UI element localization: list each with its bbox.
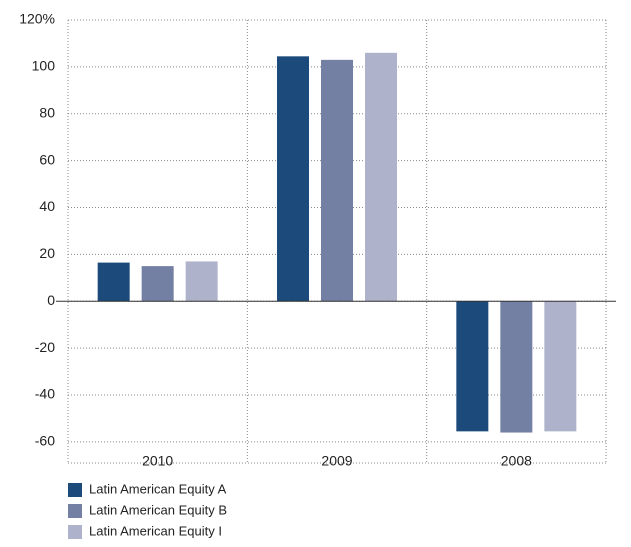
- bar: [97, 262, 130, 302]
- legend: Latin American Equity A Latin American Eq…: [68, 481, 227, 539]
- bar: [456, 301, 489, 432]
- legend-swatch: [68, 504, 82, 518]
- legend-swatch: [68, 525, 82, 539]
- bar: [365, 52, 397, 302]
- y-tick-label: 40: [39, 198, 55, 214]
- y-tick-label: -40: [35, 386, 55, 402]
- bar: [544, 301, 577, 432]
- legend-swatch: [68, 483, 82, 497]
- y-tick-label: 0: [47, 292, 55, 308]
- y-tick-label: 20: [39, 245, 55, 261]
- y-tick-label: -60: [35, 433, 55, 449]
- x-tick-label: 2008: [501, 453, 532, 469]
- bar: [500, 301, 533, 433]
- y-tick-label: 100: [32, 58, 56, 74]
- y-tick-label: 120%: [19, 11, 55, 27]
- y-tick-label: 60: [39, 151, 55, 167]
- bar: [277, 56, 309, 302]
- legend-label: Latin American Equity A: [89, 481, 227, 496]
- y-tick-label: 80: [39, 104, 55, 120]
- bar: [141, 266, 174, 302]
- x-tick-label: 2010: [142, 453, 173, 469]
- legend-label: Latin American Equity I: [89, 523, 222, 538]
- legend-label: Latin American Equity B: [89, 502, 227, 517]
- bar: [185, 261, 218, 302]
- x-tick-label: 2009: [321, 453, 352, 469]
- y-tick-label: -20: [35, 339, 55, 355]
- bar: [321, 59, 353, 302]
